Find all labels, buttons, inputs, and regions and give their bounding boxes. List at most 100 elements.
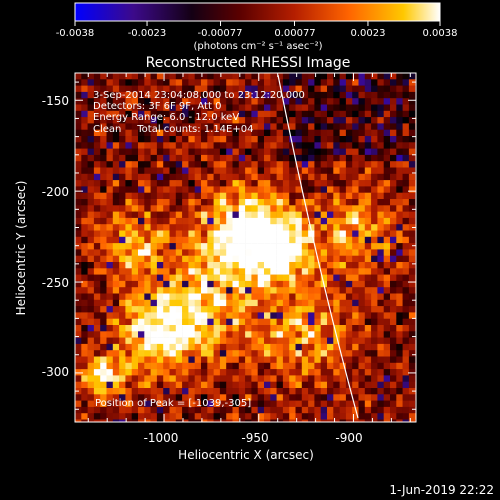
- heatmap-cell: [182, 211, 189, 219]
- heatmap-cell: [383, 180, 391, 187]
- heatmap-cell: [364, 91, 372, 99]
- heatmap-cell: [352, 148, 359, 156]
- heatmap-cell: [201, 129, 208, 137]
- heatmap-cell: [383, 293, 391, 301]
- heatmap-cell: [408, 117, 416, 124]
- heatmap-cell: [238, 343, 246, 351]
- heatmap-cell: [408, 136, 416, 143]
- heatmap-cell: [396, 136, 403, 143]
- heatmap-cell: [289, 154, 296, 162]
- heatmap-cell: [333, 110, 340, 118]
- heatmap-cell: [119, 104, 126, 112]
- heatmap-cell: [308, 123, 315, 130]
- heatmap-cell: [194, 419, 202, 422]
- heatmap-cell: [219, 287, 227, 294]
- heatmap-cell: [358, 255, 366, 263]
- x-tick-label: -900: [335, 431, 362, 445]
- heatmap-cell: [238, 394, 246, 401]
- heatmap-cell: [308, 136, 315, 143]
- heatmap-cell: [245, 224, 252, 231]
- heatmap-cell: [87, 136, 95, 143]
- heatmap-cell: [125, 186, 132, 193]
- heatmap-cell: [402, 406, 410, 414]
- heatmap-cell: [333, 406, 340, 414]
- heatmap-cell: [295, 249, 303, 256]
- heatmap-cell: [156, 199, 164, 206]
- heatmap-cell: [245, 400, 252, 408]
- heatmap-cell: [144, 180, 151, 187]
- heatmap-cell: [264, 406, 271, 414]
- heatmap-cell: [251, 186, 258, 193]
- heatmap-cell: [245, 161, 252, 168]
- heatmap-cell: [264, 142, 271, 149]
- heatmap-cell: [87, 236, 95, 244]
- heatmap-cell: [125, 136, 132, 143]
- heatmap-cell: [201, 419, 208, 422]
- heatmap-cell: [213, 230, 221, 238]
- heatmap-cell: [226, 400, 233, 408]
- heatmap-cell: [169, 161, 177, 168]
- heatmap-cell: [257, 136, 265, 143]
- heatmap-cell: [396, 224, 403, 231]
- heatmap-cell: [194, 255, 202, 263]
- heatmap-cell: [276, 123, 284, 130]
- heatmap-cell: [144, 98, 151, 105]
- heatmap-cell: [282, 117, 290, 124]
- heatmap-cell: [282, 199, 290, 206]
- heatmap-cell: [282, 161, 290, 168]
- heatmap-cell: [402, 217, 410, 225]
- heatmap-cell: [371, 375, 378, 382]
- heatmap-cell: [320, 79, 328, 86]
- heatmap-cell: [125, 129, 132, 137]
- heatmap-cell: [257, 186, 265, 193]
- heatmap-cell: [131, 123, 139, 130]
- heatmap-cell: [251, 287, 258, 294]
- heatmap-cell: [320, 287, 328, 294]
- heatmap-cell: [144, 356, 151, 364]
- heatmap-cell: [396, 110, 403, 118]
- heatmap-cell: [163, 142, 170, 149]
- x-tick-label: -1000: [144, 431, 179, 445]
- heatmap-cell: [327, 148, 334, 156]
- heatmap-cell: [175, 413, 183, 420]
- heatmap-cell: [308, 306, 315, 313]
- heatmap-cell: [138, 98, 145, 105]
- heatmap-cell: [314, 287, 321, 294]
- heatmap-cell: [257, 350, 265, 357]
- heatmap-cell: [339, 236, 347, 244]
- heatmap-cell: [345, 356, 353, 364]
- heatmap-cell: [402, 230, 410, 238]
- heatmap-cell: [352, 293, 359, 301]
- heatmap-cell: [289, 268, 296, 275]
- heatmap-cell: [245, 98, 252, 105]
- heatmap-cell: [408, 287, 416, 294]
- heatmap-cell: [408, 173, 416, 181]
- heatmap-cell: [119, 419, 126, 422]
- heatmap-cell: [138, 249, 145, 256]
- heatmap-cell: [270, 343, 277, 351]
- heatmap-cell: [106, 180, 114, 187]
- heatmap-cell: [119, 98, 126, 105]
- heatmap-cell: [245, 280, 252, 288]
- heatmap-cell: [383, 154, 391, 162]
- heatmap-cell: [188, 161, 195, 168]
- heatmap-cell: [333, 419, 340, 422]
- heatmap-cell: [390, 400, 397, 408]
- heatmap-cell: [232, 318, 240, 326]
- heatmap-cell: [87, 375, 95, 382]
- heatmap-cell: [156, 356, 164, 364]
- heatmap-cell: [182, 255, 189, 263]
- heatmap-cell: [308, 73, 315, 80]
- heatmap-cell: [345, 236, 353, 244]
- heatmap-cell: [257, 262, 265, 269]
- heatmap-cell: [226, 230, 233, 238]
- heatmap-cell: [308, 186, 315, 193]
- heatmap-cell: [282, 180, 290, 187]
- heatmap-cell: [383, 136, 391, 143]
- heatmap-cell: [213, 413, 221, 420]
- heatmap-cell: [301, 299, 309, 307]
- heatmap-cell: [308, 280, 315, 288]
- heatmap-cell: [188, 129, 195, 137]
- heatmap-cell: [138, 268, 145, 275]
- heatmap-cell: [175, 186, 183, 193]
